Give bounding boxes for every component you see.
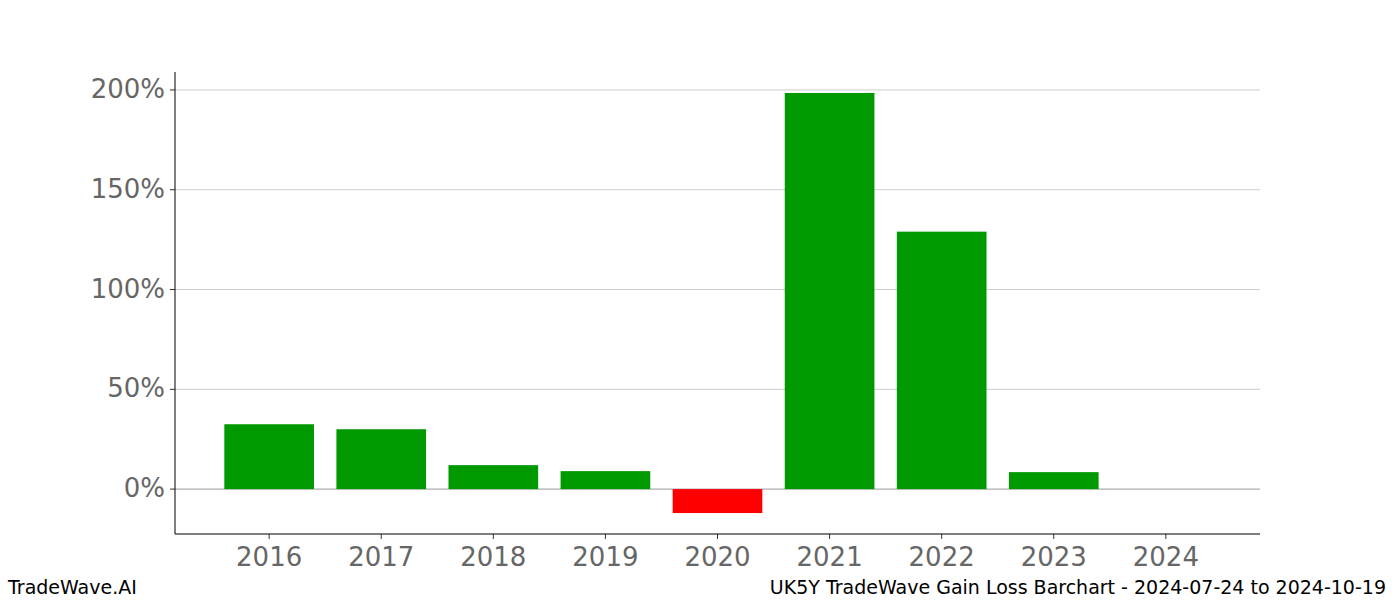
bar (897, 232, 987, 489)
y-tick-label: 50% (107, 373, 165, 403)
x-tick (717, 534, 718, 539)
x-tick (1165, 534, 1166, 539)
bar (673, 489, 763, 513)
x-tick-label: 2017 (348, 542, 414, 572)
y-tick (170, 289, 175, 290)
bar (224, 424, 314, 489)
x-tick (605, 534, 606, 539)
x-tick-label: 2022 (909, 542, 975, 572)
bar (336, 429, 426, 489)
bar (561, 471, 651, 489)
x-tick-label: 2018 (460, 542, 526, 572)
x-tick-label: 2023 (1021, 542, 1087, 572)
grid-line (175, 389, 1260, 390)
x-tick (829, 534, 830, 539)
y-tick (170, 89, 175, 90)
x-tick (941, 534, 942, 539)
y-tick (170, 389, 175, 390)
y-tick (170, 489, 175, 490)
y-tick-label: 200% (91, 74, 165, 104)
y-tick-label: 100% (91, 274, 165, 304)
x-tick-label: 2024 (1133, 542, 1199, 572)
x-tick-label: 2016 (236, 542, 302, 572)
annotation: TradeWave.AI (7, 576, 137, 598)
grid-line (175, 189, 1260, 190)
bars (224, 93, 1098, 513)
y-tick-label: 150% (91, 174, 165, 204)
bar (1009, 472, 1099, 489)
bar (448, 465, 538, 489)
bar (785, 93, 875, 489)
y-tick (170, 189, 175, 190)
x-tick-label: 2021 (797, 542, 863, 572)
x-tick (1053, 534, 1054, 539)
title: UK5Y TradeWave Gain Loss Barchart - 2024… (770, 576, 1386, 598)
x-tick (493, 534, 494, 539)
x-tick-label: 2019 (572, 542, 638, 572)
x-tick (269, 534, 270, 539)
grid-line (175, 289, 1260, 290)
x-tick (381, 534, 382, 539)
x-axis-line (175, 534, 1260, 535)
grid-line (175, 89, 1260, 90)
x-tick-label: 2020 (684, 542, 750, 572)
y-tick-label: 0% (124, 473, 165, 503)
chart-svg: 0% 50% 100% 150% 200% 2016 2017 2018 2019 2020 202… (0, 0, 1400, 600)
y-axis-line (175, 72, 176, 534)
chart-container: 0% 50% 100% 150% 200% 2016 2017 2018 2019 2020 202… (0, 0, 1400, 600)
